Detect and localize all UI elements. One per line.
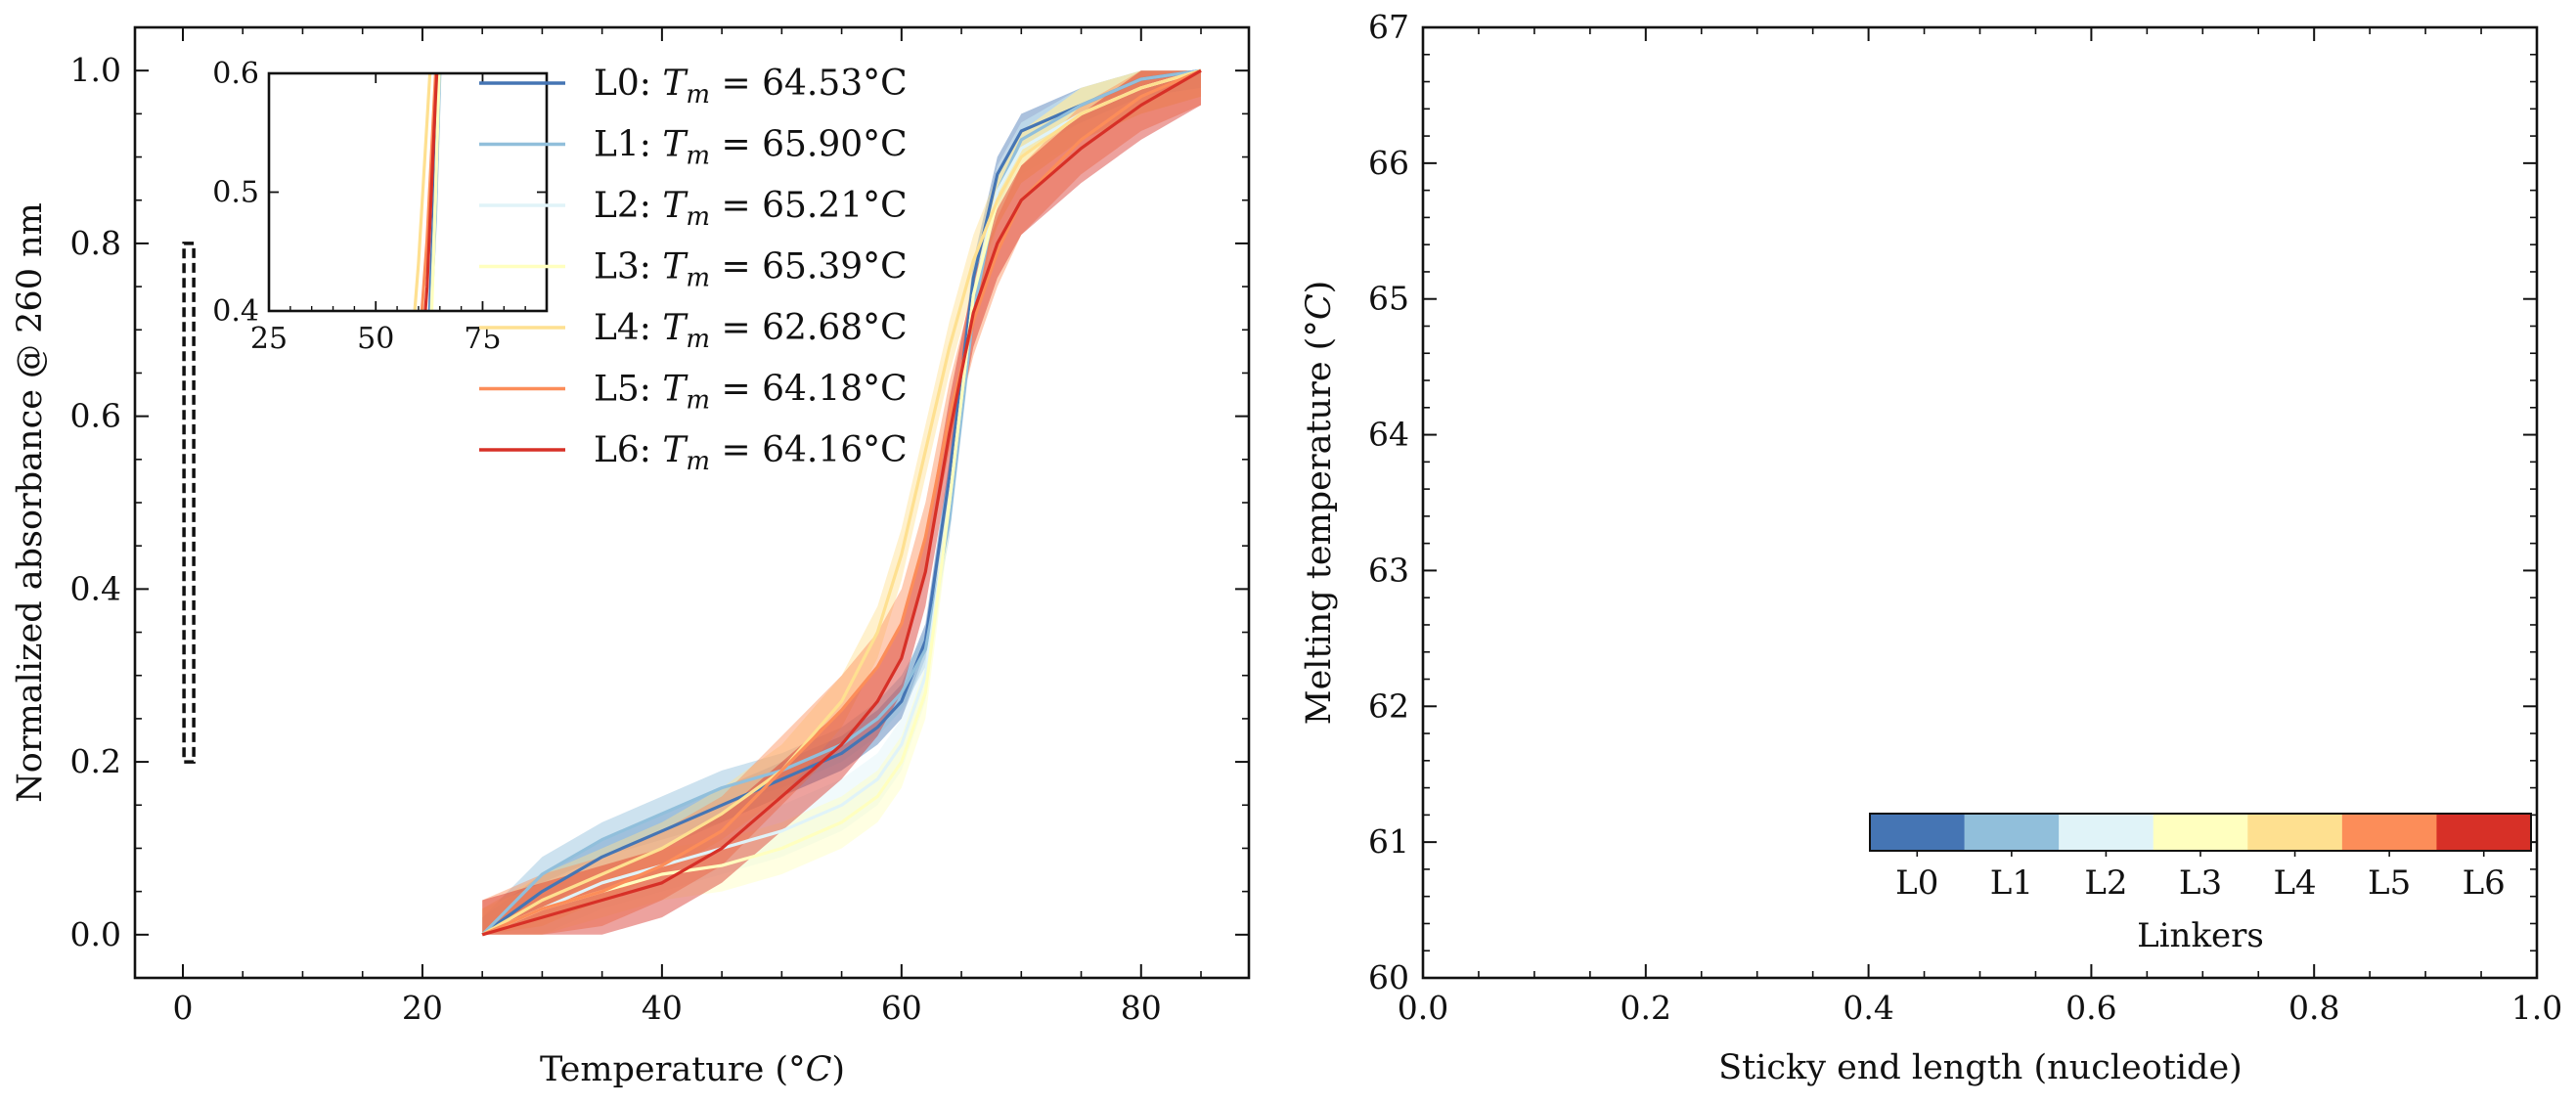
error-bar: [182, 242, 196, 764]
inset-y-tick-label: 0.5: [212, 176, 259, 210]
x-tick-label: 1.0: [2511, 989, 2562, 1027]
y-tick-label: 63: [1368, 551, 1409, 589]
x-tick-label: 0.4: [1843, 989, 1893, 1027]
y-tick-label: 0.2: [70, 742, 121, 780]
colorbar-cell-l2: [2059, 814, 2154, 851]
x-tick-label: 40: [642, 989, 683, 1027]
colorbar-cell-l1: [1964, 814, 2060, 851]
inset-zoom-plot: 25 50 750.40.50.6: [212, 57, 549, 356]
band-l1: [482, 70, 1201, 935]
colorbar-tick-label: L6: [2463, 863, 2506, 903]
y-tick-label: 66: [1368, 144, 1409, 182]
y-tick-label: 0.6: [70, 397, 121, 435]
left-y-axis-label: Normalized absorbance @ 260 nm: [11, 202, 50, 803]
x-tick-label: 0.8: [2288, 989, 2339, 1027]
inset-x-tick-label: 50: [357, 322, 394, 356]
colorbar-cell-l0: [1870, 814, 1966, 851]
x-tick-label: 0.2: [1621, 989, 1671, 1027]
colorbar-tick-label: L0: [1895, 863, 1938, 903]
y-tick-label: 62: [1368, 686, 1409, 725]
x-tick-label: 20: [402, 989, 443, 1027]
melting-curves-panel: 0 20 40 60 80 0.0 0.2 0.4 0.6 0.8 1.0 Temperature …: [11, 25, 1251, 1089]
y-tick-label: 67: [1368, 8, 1409, 46]
y-tick-label: 61: [1368, 822, 1409, 861]
colorbar-tick-label: L2: [2084, 863, 2127, 903]
x-tick-label: 60: [881, 989, 922, 1027]
y-tick-label: 64: [1368, 416, 1409, 454]
legend-label-l4: L4: Tm = 62.68°C: [594, 308, 908, 354]
line-l6: [481, 68, 1202, 937]
right-axis-ticks: 0.0 0.2 0.4 0.6 0.8 1.0 60 61 62 63 64 65 66 67: [1368, 8, 2562, 1027]
right-x-axis-label: Sticky end length (nucleotide): [1718, 1048, 2243, 1087]
x-tick-label: 0: [172, 989, 193, 1027]
band-l6: [482, 70, 1201, 935]
legend-label-l3: L3: Tm = 65.39°C: [594, 247, 908, 293]
line-l1: [481, 68, 1202, 936]
y-tick-label: 0.0: [70, 915, 121, 953]
melting-curve-lines: [481, 68, 1202, 937]
inset-y-tick-label: 0.6: [212, 57, 259, 91]
colorbar-tick-label: L1: [1990, 863, 2033, 903]
y-tick-label: 60: [1368, 958, 1409, 996]
colorbar-cell-l4: [2247, 814, 2343, 851]
line-l4: [481, 68, 1202, 937]
y-tick-label: 65: [1368, 280, 1409, 318]
colorbar-frame: [1869, 813, 2532, 852]
x-tick-label: 80: [1121, 989, 1162, 1027]
colorbar-tick-label: L4: [2273, 863, 2316, 903]
legend-label-l5: L5: Tm = 64.18°C: [594, 370, 908, 416]
legend-label-l2: L2: Tm = 65.21°C: [594, 186, 908, 232]
y-tick-label: 0.4: [70, 569, 121, 607]
left-axis-ticks: 0 20 40 60 80 0.0 0.2 0.4 0.6 0.8 1.0: [70, 27, 1249, 1027]
melting-temperature-panel: 0.0 0.2 0.4 0.6 0.8 1.0 60 61 62 63 64 65 66 67 Stick…: [1300, 8, 2562, 1087]
inset-background: [269, 73, 547, 311]
legend-label-l0: L0: Tm = 64.53°C: [594, 64, 908, 110]
dashed-error-bar: [182, 242, 196, 764]
colorbar-label: Linkers: [2137, 916, 2264, 955]
inset-line-l4: [413, 73, 432, 311]
confidence-bands: [482, 70, 1201, 935]
legend-label-l1: L1: Tm = 65.90°C: [594, 125, 908, 171]
colorbar-cell-l6: [2436, 814, 2532, 851]
y-tick-label: 0.8: [70, 224, 121, 262]
colorbar-tick-label: L5: [2368, 863, 2411, 903]
series-legend: L0: Tm = 64.53°C L1: Tm = 65.90°C L2: Tm =…: [479, 64, 908, 476]
y-tick-label: 1.0: [70, 51, 121, 89]
line-l2: [481, 68, 1202, 937]
colorbar-cell-l5: [2341, 814, 2437, 851]
right-y-axis-label: Melting temperature (°C): [1300, 281, 1339, 726]
left-x-axis-label: Temperature (°C): [540, 1050, 845, 1089]
colorbar-cell-l3: [2153, 814, 2248, 851]
x-tick-label: 0.0: [1398, 989, 1448, 1027]
inset-x-tick-label: 25: [250, 322, 288, 356]
inset-curve-lines: [413, 73, 442, 311]
line-l5: [481, 68, 1202, 937]
colorbar-tick-label: L3: [2179, 863, 2222, 903]
band-l0: [482, 70, 1201, 935]
x-tick-label: 0.6: [2065, 989, 2116, 1027]
legend-label-l6: L6: Tm = 64.16°C: [594, 430, 908, 476]
linker-colorbar: L0 L1 L2 L3 L4 L5 L6: [1869, 813, 2532, 903]
inset-y-tick-label: 0.4: [212, 294, 259, 329]
line-l0: [481, 68, 1202, 937]
